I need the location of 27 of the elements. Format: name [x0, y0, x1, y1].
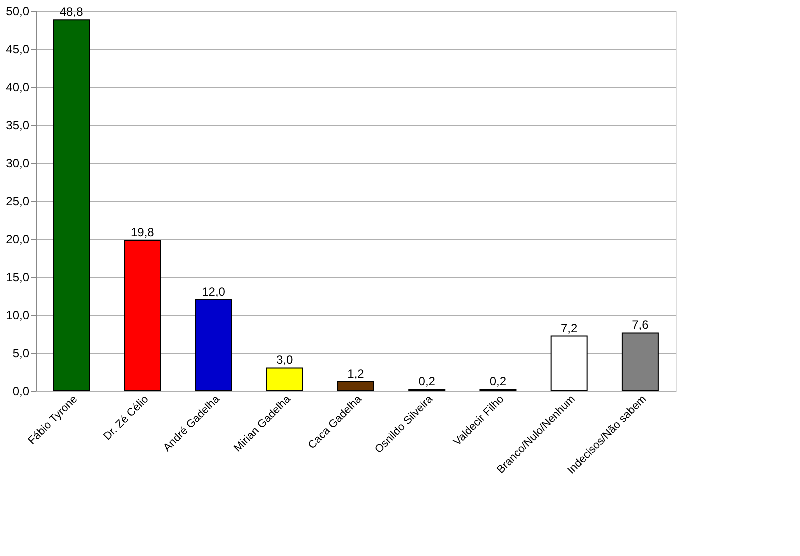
- y-tick-label: 10,0: [6, 308, 30, 322]
- data-label: 12,0: [202, 284, 226, 299]
- bar: [550, 336, 588, 392]
- data-label: 19,8: [130, 226, 155, 240]
- y-tick-label: 20,0: [6, 232, 30, 246]
- y-tick-label: 0,0: [12, 384, 30, 398]
- data-label: 1,2: [348, 366, 365, 381]
- y-tick-label: 25,0: [6, 194, 30, 208]
- y-tick-label: 50,0: [6, 4, 30, 18]
- data-label: 0,2: [418, 374, 436, 388]
- y-tick-label: 35,0: [6, 118, 30, 132]
- bar: [338, 381, 374, 392]
- bar: [622, 332, 659, 392]
- bar: [124, 240, 162, 392]
- data-label: 0,2: [490, 374, 507, 388]
- data-label: 7,6: [632, 318, 650, 332]
- bar: [195, 299, 232, 392]
- data-label: 3,0: [276, 353, 294, 368]
- data-label: 7,2: [560, 321, 578, 336]
- data-label: 48,8: [60, 5, 84, 20]
- bar: [53, 20, 90, 392]
- y-tick-label: 40,0: [6, 80, 30, 94]
- y-tick-label: 45,0: [6, 42, 30, 56]
- bar: [266, 368, 304, 392]
- y-tick-label: 15,0: [6, 270, 30, 284]
- y-tick-label: 30,0: [6, 156, 30, 170]
- y-tick-label: 5,0: [12, 346, 30, 360]
